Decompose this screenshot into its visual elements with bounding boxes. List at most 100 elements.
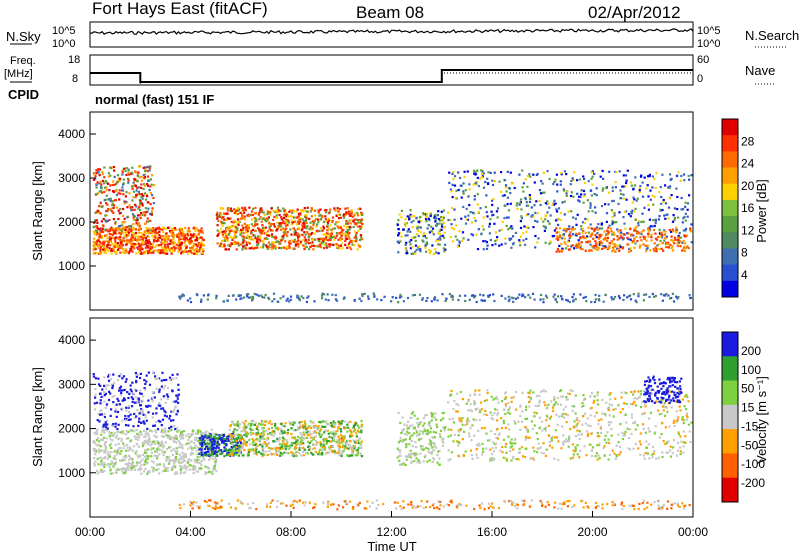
velocity-point [225,454,228,457]
velocity-point [137,438,140,441]
power-point [118,231,121,234]
power-point [670,194,673,197]
power-point [436,214,439,217]
power-point [218,245,221,248]
velocity-point [167,395,170,398]
power-point [510,225,513,228]
power-point [245,224,248,227]
power-point [572,300,575,303]
velocity-point [150,430,153,433]
velocity-point [285,446,289,449]
power-point [245,229,248,232]
power-point [137,186,140,189]
velocity-point [204,471,207,474]
velocity-point [100,458,104,461]
power-point [200,298,203,301]
power-point [242,246,245,249]
velocity-point [130,462,133,466]
power-point [429,214,432,218]
power-point [93,241,96,244]
power-point [114,232,117,235]
power-point [132,227,135,231]
power-point [629,181,632,184]
power-point [136,246,139,249]
power-point [569,231,572,234]
power-point [422,213,425,216]
power-point [520,215,523,218]
power-point [667,217,670,220]
power-point [185,237,188,240]
power-point [460,196,463,199]
power-point [673,242,676,245]
power-point [94,245,97,248]
velocity-point [141,411,144,414]
velocity-point [329,440,332,443]
power-point [108,228,112,231]
velocity-point [106,457,109,460]
power-point [125,235,128,239]
velocity-point [212,465,215,468]
velocity-point [155,457,159,460]
power-point [558,227,561,230]
velocity-point [291,420,294,424]
power-point [325,244,328,248]
power-point [260,240,264,243]
power-point [299,216,302,219]
power-point [409,247,412,250]
power-point [248,247,251,250]
power-point [333,238,336,241]
velocity-point [198,452,201,455]
power-point [130,231,134,234]
velocity-point [151,470,154,473]
power-point [532,173,535,176]
noise-sky-trace [89,28,694,35]
velocity-point [171,453,175,456]
power-point [292,240,295,243]
velocity-point [252,447,255,450]
power-point [688,178,691,181]
velocity-point [163,465,166,468]
power-point [157,239,160,242]
power-point [143,177,146,180]
power-point [673,219,676,222]
power-point [280,239,283,242]
power-point [579,245,582,249]
power-point [671,228,674,231]
power-point [179,229,182,232]
power-point [649,225,652,228]
power-point [134,203,137,206]
power-point [131,199,134,202]
power-point [587,210,590,213]
velocity-point [99,438,102,441]
power-point [491,214,494,217]
power-point [104,186,107,189]
power-point [326,229,329,232]
power-point [491,179,494,182]
velocity-point [188,442,191,445]
velocity-point [173,400,176,403]
velocity-point [119,394,122,397]
power-point [676,239,680,242]
velocity-point [343,427,346,430]
power-point [537,237,540,240]
power-point [524,198,527,201]
power-point [260,294,263,297]
power-point [350,212,353,215]
velocity-point [271,430,274,433]
velocity-point [190,434,193,438]
power-point [581,248,584,251]
power-point [132,216,135,219]
power-point [95,169,98,172]
power-point [584,295,587,299]
velocity-point [248,422,251,425]
power-point [133,180,136,183]
power-point [189,250,192,253]
velocity-point [133,435,136,438]
velocity-point [292,442,296,445]
power-point [186,234,189,237]
power-point [127,234,130,237]
power-point [285,233,288,236]
power-point [141,248,144,251]
power-point [150,251,153,254]
velocity-point [182,458,185,461]
